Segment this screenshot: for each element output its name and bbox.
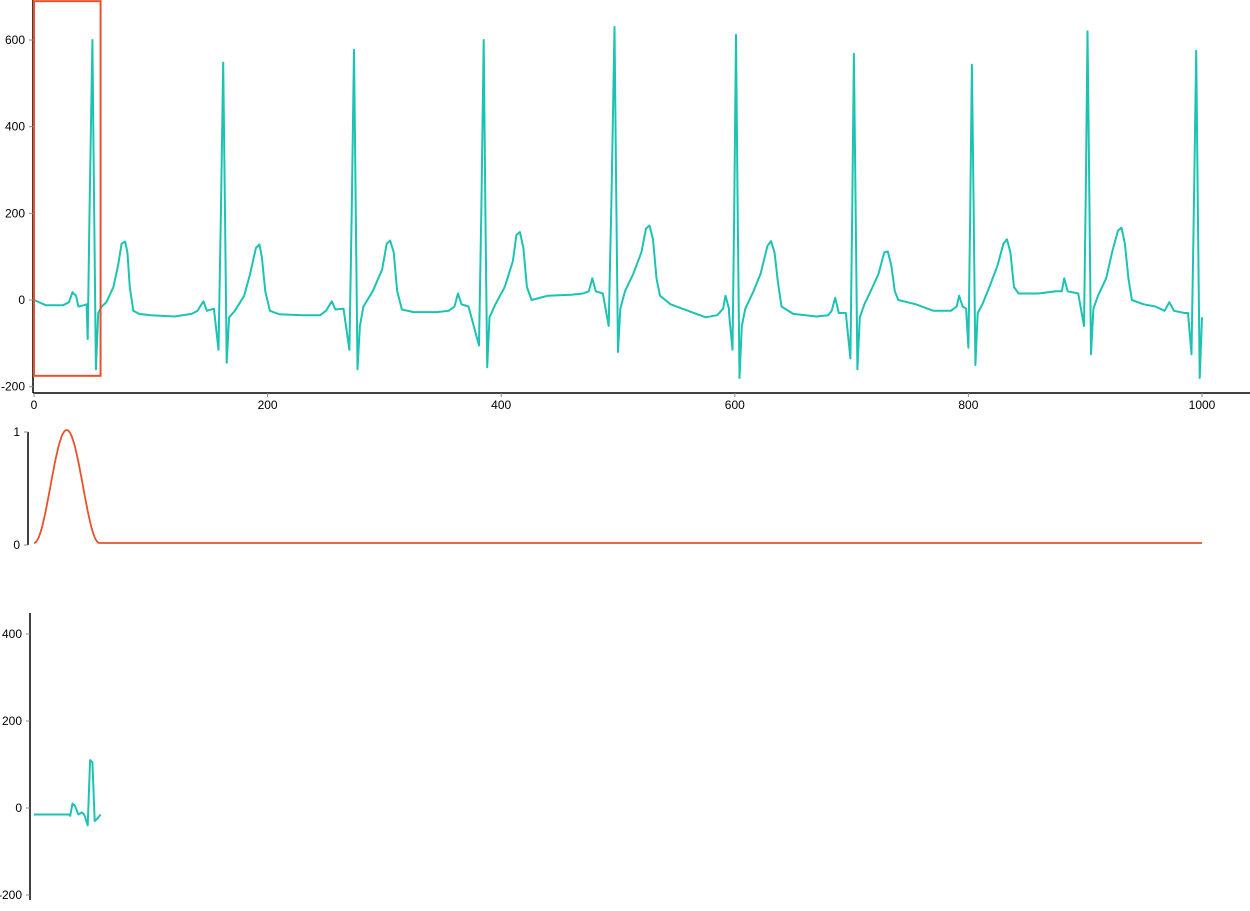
- panel-1: -200 0 200 400 600 0 200 400 600 800 1000: [1, 0, 1250, 412]
- signal-line: [34, 759, 102, 827]
- panel-2: 01: [13, 425, 1202, 552]
- window-selection-box: [33, 0, 102, 377]
- x-tick-label: 400: [491, 398, 511, 412]
- y-tick-label: 200: [2, 714, 22, 728]
- y-tick-label: 600: [5, 33, 25, 47]
- y-tick-label: 200: [5, 206, 25, 220]
- panel-3: -200 0 200 400: [0, 613, 102, 902]
- x-tick-label: 600: [725, 398, 745, 412]
- y-tick-label: 400: [2, 627, 22, 641]
- y-tick-label: 1: [13, 425, 20, 439]
- y-tick-label: -200: [1, 380, 25, 394]
- x-tick-label: 800: [958, 398, 978, 412]
- y-tick-label: 0: [15, 801, 22, 815]
- window-function-line: [33, 429, 1202, 544]
- y-tick-label: -200: [0, 888, 22, 902]
- y-tick-label: 0: [13, 538, 20, 552]
- signal-line: [33, 26, 1203, 379]
- y-tick-label: 400: [5, 120, 25, 134]
- x-tick-label: 200: [258, 398, 278, 412]
- x-tick-label: 0: [31, 398, 38, 412]
- y-tick-label: 0: [18, 293, 25, 307]
- x-tick-label: 1000: [1189, 398, 1216, 412]
